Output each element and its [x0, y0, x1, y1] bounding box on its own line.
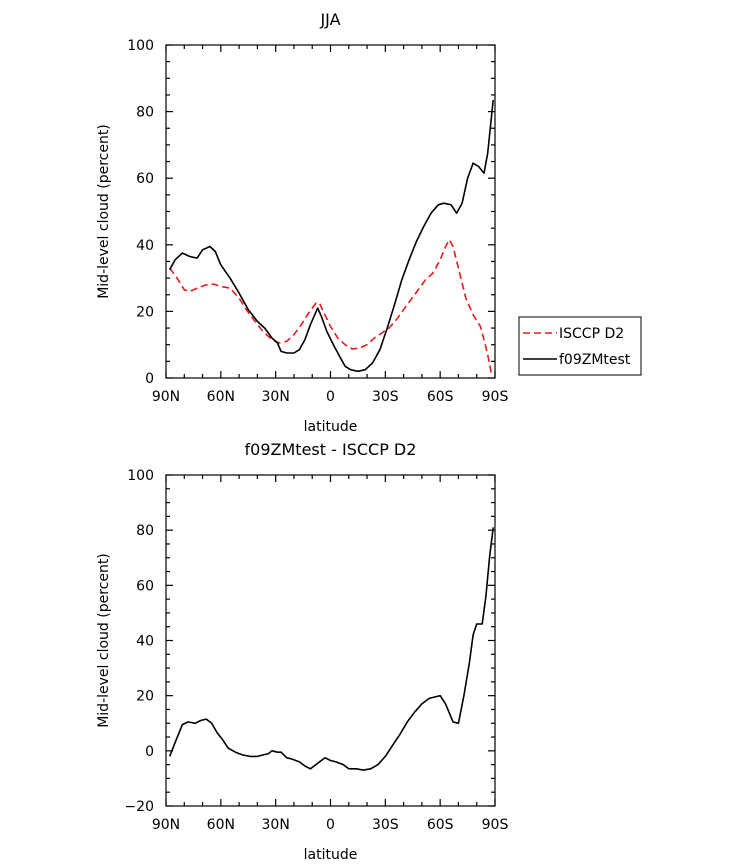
x-axis-label: latitude	[304, 847, 358, 863]
x-tick-label: 60N	[207, 389, 235, 405]
y-tick-label: 80	[136, 523, 154, 539]
x-tick-label: 30S	[372, 817, 399, 833]
y-axis-label: Mid-level cloud (percent)	[96, 124, 112, 299]
chart-title: JJA	[319, 10, 340, 29]
legend: ISCCP D2 f09ZMtest	[518, 316, 642, 376]
x-tick-label: 90N	[152, 389, 180, 405]
x-tick-label: 60N	[207, 817, 235, 833]
series-line-f09zmtest	[168, 99, 494, 373]
legend-label: ISCCP D2	[559, 326, 624, 342]
y-tick-label: 60	[136, 171, 154, 187]
x-tick-label: 30N	[262, 817, 290, 833]
plot-frame	[165, 474, 496, 807]
y-tick-label: −20	[124, 799, 154, 815]
series-line-difference	[168, 527, 494, 771]
y-tick-label: 80	[136, 105, 154, 121]
y-tick-label: 40	[136, 238, 154, 254]
legend-box	[518, 316, 642, 376]
y-tick-label: 20	[136, 304, 154, 320]
plot-frame	[165, 44, 496, 379]
x-tick-label: 30S	[372, 389, 399, 405]
chart-title: f09ZMtest - ISCCP D2	[245, 440, 417, 459]
chart-jja: JJA 90N 60N 30N 0 30S 60S 90S 0 20 40 60 80 100 latitu…	[96, 10, 642, 435]
legend-label: f09ZMtest	[559, 352, 631, 368]
x-tick-label: 30N	[262, 389, 290, 405]
chart-difference: f09ZMtest - ISCCP D2 90N 60N 30N 0 30S 60S 90S −…	[96, 440, 508, 863]
x-tick-label: 90N	[152, 817, 180, 833]
y-tick-label: 100	[127, 38, 154, 54]
x-tick-label: 0	[326, 389, 335, 405]
y-axis-label: Mid-level cloud (percent)	[96, 553, 112, 728]
y-tick-label: 100	[127, 468, 154, 484]
y-tick-label: 40	[136, 634, 154, 650]
x-tick-label: 60S	[427, 389, 454, 405]
x-tick-label: 90S	[482, 389, 509, 405]
series-line-isccp-d2	[169, 239, 493, 374]
x-axis-label: latitude	[304, 419, 358, 435]
x-tick-label: 0	[326, 817, 335, 833]
y-tick-label: 0	[145, 744, 154, 760]
y-tick-label: 20	[136, 689, 154, 705]
y-tick-label: 0	[145, 371, 154, 387]
x-tick-label: 90S	[482, 817, 509, 833]
x-tick-label: 60S	[427, 817, 454, 833]
y-tick-label: 60	[136, 578, 154, 594]
